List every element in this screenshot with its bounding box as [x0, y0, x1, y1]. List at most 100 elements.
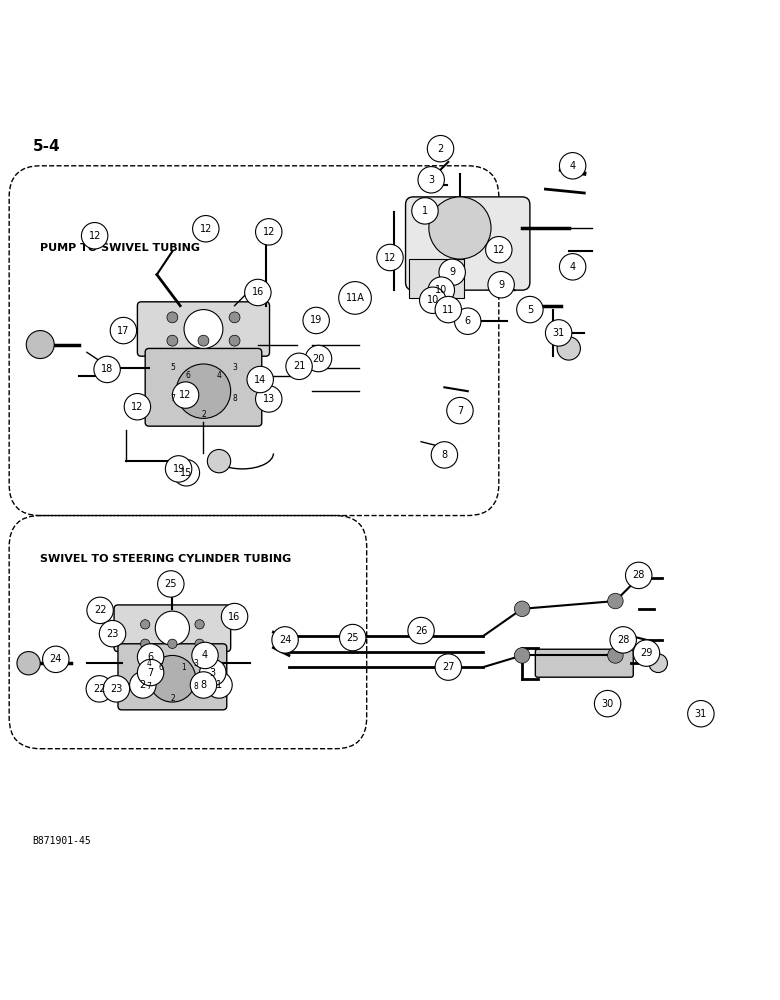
Circle shape [207, 449, 231, 473]
Circle shape [594, 690, 621, 717]
Text: SWIVEL TO STEERING CYLINDER TUBING: SWIVEL TO STEERING CYLINDER TUBING [41, 554, 292, 564]
Circle shape [167, 312, 178, 323]
Text: 4: 4 [217, 371, 222, 380]
Text: 3: 3 [232, 363, 237, 372]
Circle shape [229, 312, 240, 323]
Text: 26: 26 [415, 626, 427, 636]
Circle shape [27, 331, 55, 359]
Text: 31: 31 [552, 328, 565, 338]
Text: 2: 2 [438, 144, 444, 154]
Circle shape [429, 197, 491, 259]
FancyBboxPatch shape [410, 259, 464, 298]
Circle shape [610, 627, 636, 653]
Circle shape [420, 287, 446, 313]
Text: 2: 2 [201, 410, 206, 419]
Text: 14: 14 [254, 375, 266, 385]
Text: 7: 7 [457, 406, 463, 416]
Text: 5-4: 5-4 [33, 139, 60, 154]
FancyBboxPatch shape [406, 197, 530, 290]
Circle shape [514, 601, 530, 617]
Text: 22: 22 [94, 605, 106, 615]
Text: 16: 16 [229, 612, 241, 622]
Circle shape [43, 646, 69, 673]
Circle shape [176, 364, 231, 418]
Text: 25: 25 [346, 633, 359, 643]
Circle shape [447, 397, 473, 424]
Text: 7: 7 [147, 682, 151, 691]
Text: 3: 3 [210, 668, 216, 678]
Text: 2: 2 [170, 694, 175, 703]
Circle shape [516, 296, 543, 323]
Text: 16: 16 [252, 287, 264, 297]
FancyBboxPatch shape [535, 649, 633, 677]
Circle shape [137, 644, 164, 670]
Circle shape [193, 216, 219, 242]
Text: 8: 8 [232, 394, 237, 403]
Circle shape [305, 345, 332, 372]
Text: 27: 27 [442, 662, 455, 672]
Circle shape [272, 627, 298, 653]
Text: 12: 12 [493, 245, 505, 255]
Circle shape [17, 652, 41, 675]
Text: 22: 22 [93, 684, 105, 694]
Circle shape [184, 310, 223, 348]
Text: 10: 10 [435, 285, 448, 295]
Circle shape [488, 271, 514, 298]
Text: 3: 3 [193, 659, 198, 668]
Text: 6: 6 [465, 316, 471, 326]
Text: 25: 25 [165, 579, 177, 589]
Text: 28: 28 [633, 570, 645, 580]
Text: 1: 1 [422, 206, 428, 216]
Text: 4: 4 [569, 262, 576, 272]
Circle shape [195, 620, 204, 629]
Circle shape [173, 460, 200, 486]
Circle shape [167, 335, 178, 346]
Text: 15: 15 [180, 468, 193, 478]
Circle shape [247, 366, 274, 393]
Circle shape [87, 597, 113, 624]
Text: 31: 31 [695, 709, 707, 719]
Text: 28: 28 [617, 635, 629, 645]
Text: 4: 4 [569, 161, 576, 171]
Circle shape [439, 259, 466, 285]
Circle shape [103, 676, 129, 702]
Text: 18: 18 [101, 364, 113, 374]
Text: 21: 21 [292, 361, 305, 371]
Circle shape [229, 335, 240, 346]
Text: 11A: 11A [346, 293, 364, 303]
Circle shape [455, 308, 481, 334]
Circle shape [688, 701, 714, 727]
Text: 17: 17 [117, 326, 129, 336]
Circle shape [245, 279, 271, 306]
Text: 6: 6 [147, 652, 154, 662]
Circle shape [435, 654, 462, 680]
Text: 12: 12 [200, 224, 212, 234]
Text: 7: 7 [147, 668, 154, 678]
Text: 5: 5 [170, 363, 175, 372]
Circle shape [140, 620, 150, 629]
Circle shape [94, 356, 120, 383]
Circle shape [431, 442, 458, 468]
Circle shape [408, 617, 434, 644]
Circle shape [86, 676, 112, 702]
Circle shape [190, 672, 217, 698]
Circle shape [195, 639, 204, 648]
Circle shape [633, 640, 660, 666]
Circle shape [412, 198, 438, 224]
Text: 29: 29 [640, 648, 653, 658]
Text: 8: 8 [200, 680, 207, 690]
FancyBboxPatch shape [118, 644, 227, 710]
Circle shape [158, 571, 184, 597]
Text: 4: 4 [147, 659, 151, 668]
Circle shape [256, 219, 282, 245]
Text: 20: 20 [312, 354, 324, 364]
Circle shape [206, 672, 232, 698]
Circle shape [559, 153, 586, 179]
Circle shape [137, 659, 164, 686]
Circle shape [418, 167, 445, 193]
Text: 3: 3 [428, 175, 434, 185]
Circle shape [222, 603, 248, 630]
Text: 9: 9 [449, 267, 456, 277]
Text: 12: 12 [131, 402, 144, 412]
Circle shape [303, 307, 329, 334]
